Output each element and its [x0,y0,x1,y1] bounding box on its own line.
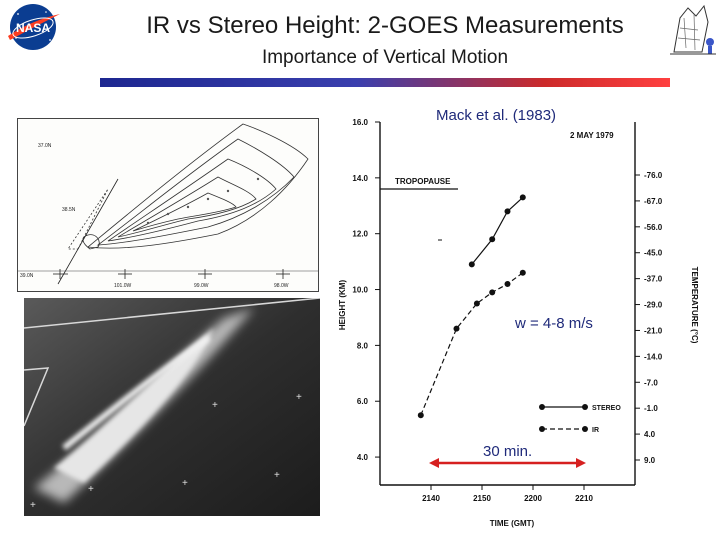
slide-title: IR vs Stereo Height: 2-GOES Measurements [146,12,624,39]
velocity-annotation: w = 4-8 m/s [514,315,593,332]
map-lon-label: 99.0W [194,283,209,289]
height-time-chart: Mack et al. (1983) 2 MAY 1979 TROPOPAUSE… [338,107,699,528]
x-tick-label: 2150 [473,494,491,503]
legend-marker [582,404,588,410]
y2-tick-label: -67.0 [644,197,663,206]
svg-text:+: + [274,470,280,481]
x-axis-label: TIME (GMT) [490,519,535,528]
legend-marker [539,426,545,432]
y-tick-label: 14.0 [352,174,368,183]
data-point-ir [519,269,526,276]
y2-tick-label: 4.0 [644,430,656,439]
y2-tick-label: -14.0 [644,352,663,361]
x-tick-label: 2140 [422,494,440,503]
y2-tick-label: -21.0 [644,326,663,335]
y-tick-label: 6.0 [357,397,369,406]
chart-date-label: 2 MAY 1979 [570,131,614,140]
x-tick-label: 2200 [524,494,542,503]
cloud-sketch-icon [670,4,716,55]
y2-tick-label: 9.0 [644,456,656,465]
map-lon-label: 101.0W [114,283,132,289]
svg-text:+: + [296,392,302,403]
nasa-logo-text: NASA [16,21,50,35]
y2-tick-label: -37.0 [644,275,663,284]
tropopause-label: TROPOPAUSE [395,177,451,186]
y2-tick-label: -29.0 [644,301,663,310]
y2-tick-label: -45.0 [644,249,663,258]
y-tick-label: 8.0 [357,341,369,350]
data-point-stereo [519,194,526,201]
nasa-logo: NASA [8,4,60,50]
svg-text:+: + [30,500,36,511]
y2-axis-label: TEMPERATURE (°C) [690,267,699,344]
data-point-stereo [504,208,511,215]
title-rule [100,78,670,87]
series-line-stereo [471,196,524,265]
slide-subtitle: Importance of Vertical Motion [261,47,509,68]
duration-arrow-head-right [576,458,586,468]
data-point-stereo [468,261,475,268]
y-tick-label: 16.0 [352,118,368,127]
data-point-ir [489,289,496,296]
y-axis-label: HEIGHT (KM) [338,280,347,331]
cloud-contour-map: 37.0N 38.5N 39.0N 101.0W 99.0W 98.0W [17,118,319,292]
map-lat-label: 37.0N [38,143,52,149]
citation-label: Mack et al. (1983) [436,107,556,124]
y-tick-label: 4.0 [357,453,369,462]
x-tick-label: 2210 [575,494,593,503]
data-point-ir [473,300,480,307]
map-lon-label: 98.0W [274,283,289,289]
map-lat-label: 39.0N [20,273,34,279]
legend-marker [582,426,588,432]
data-point-ir [504,280,511,287]
series-line-ir [420,272,524,416]
y2-tick-label: -7.0 [644,378,658,387]
y2-tick-label: -56.0 [644,223,663,232]
map-lat-label: 38.5N [62,207,76,213]
duration-arrow-head-left [429,458,439,468]
data-point-ir [417,412,424,419]
y-tick-label: 10.0 [352,286,368,295]
satellite-cloud-image: + + + + + + [24,298,320,516]
legend-label: IR [592,427,599,434]
legend-marker [539,404,545,410]
y2-tick-label: -76.0 [644,171,663,180]
duration-annotation: 30 min. [483,443,532,460]
y2-tick-label: -1.0 [644,404,658,413]
legend-label: STEREO [592,405,621,412]
y-tick-label: 12.0 [352,230,368,239]
svg-text:+: + [88,484,94,495]
data-point-stereo [489,236,496,243]
svg-text:+: + [182,478,188,489]
svg-text:+: + [212,400,218,411]
data-point-ir [453,325,460,332]
